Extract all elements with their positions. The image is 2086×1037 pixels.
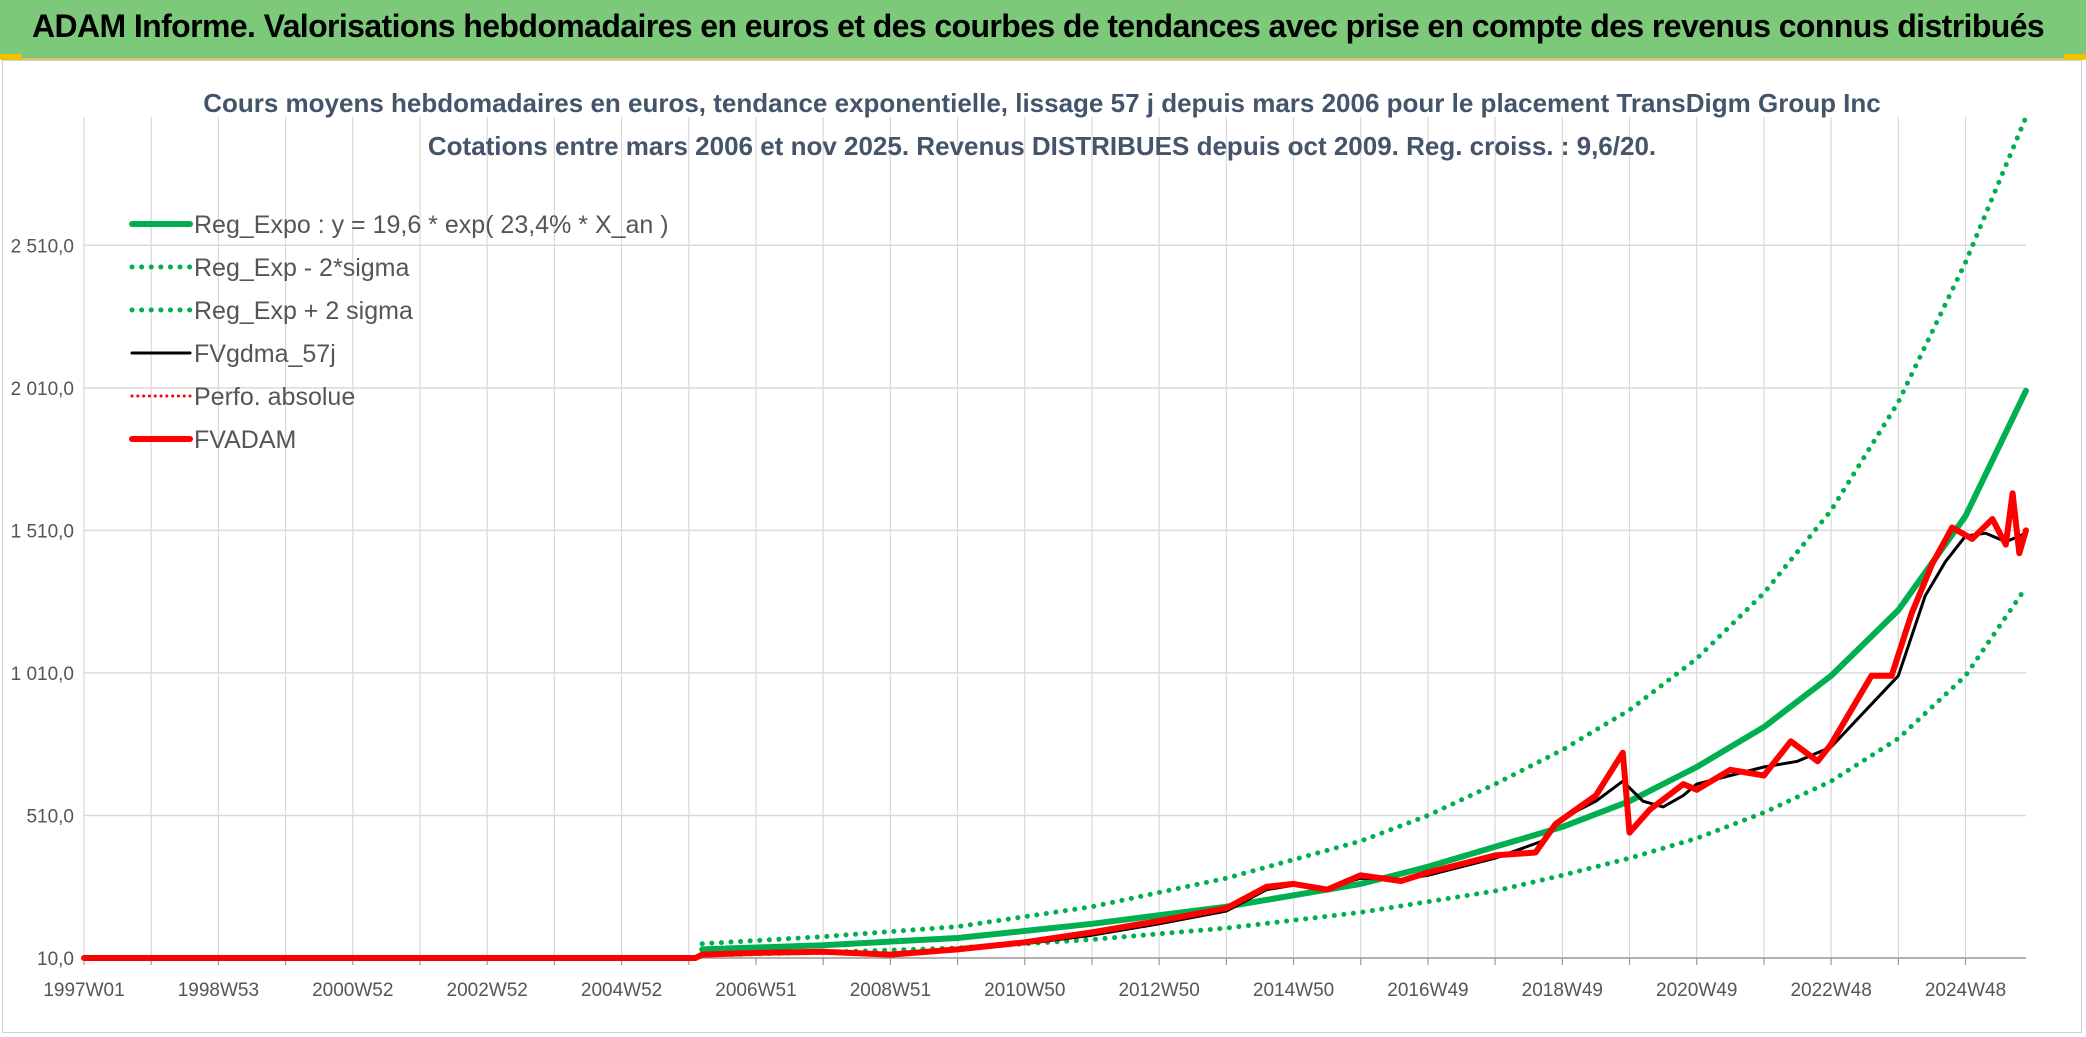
x-tick-label: 2004W52 xyxy=(581,980,662,1001)
y-tick-label: 1 510,0 xyxy=(11,521,74,542)
series-line-4 xyxy=(700,531,2028,956)
x-tick-label: 2020W49 xyxy=(1656,980,1737,1001)
y-tick-label: 10,0 xyxy=(37,949,74,970)
chart-subtitle: Cotations entre mars 2006 et nov 2025. R… xyxy=(428,131,1656,161)
x-tick-label: 2022W48 xyxy=(1790,980,1871,1001)
y-tick-label: 2 510,0 xyxy=(11,236,74,257)
x-tick-label: 2024W48 xyxy=(1925,980,2006,1001)
x-tick-label: 2012W50 xyxy=(1118,980,1199,1001)
x-tick-label: 2002W52 xyxy=(447,980,528,1001)
corner-marker xyxy=(0,54,22,60)
chart-title: Cours moyens hebdomadaires en euros, ten… xyxy=(203,88,1881,118)
y-tick-label: 1 010,0 xyxy=(11,664,74,685)
legend-label: FVADAM xyxy=(194,426,296,454)
x-tick-label: 2014W50 xyxy=(1253,980,1334,1001)
legend: Reg_Expo : y = 19,6 * exp( 23,4% * X_an … xyxy=(129,211,669,454)
x-axis: 1997W01 1998W53 2000W52 2002W52 2004W52 2006W… xyxy=(43,957,2026,1001)
x-tick-label: 2018W49 xyxy=(1522,980,1603,1001)
series-line-1 xyxy=(699,387,2029,953)
series-line-6 xyxy=(81,490,2029,961)
x-tick-label: 2000W52 xyxy=(312,980,393,1001)
series-line-2 xyxy=(699,584,2029,958)
report-title: ADAM Informe. Valorisations hebdomadaire… xyxy=(32,8,2045,44)
legend-label: Perfo. absolue xyxy=(194,383,355,411)
x-tick-label: 2010W50 xyxy=(984,980,1065,1001)
legend-label: Reg_Exp + 2 sigma xyxy=(194,297,413,325)
gridlines xyxy=(83,117,2026,958)
chart-frame xyxy=(2,60,2082,1033)
legend-label: FVgdma_57j xyxy=(194,340,336,368)
y-axis: 10,0 510,0 1 010,0 1 510,0 2 010,0 2 510,0 xyxy=(11,236,74,970)
corner-marker xyxy=(2064,54,2086,60)
series-layer xyxy=(81,114,2029,961)
legend-label: Reg_Expo : y = 19,6 * exp( 23,4% * X_an … xyxy=(194,211,669,239)
legend-label: Reg_Exp - 2*sigma xyxy=(194,254,409,282)
y-tick-label: 510,0 xyxy=(26,806,74,827)
x-tick-label: 1998W53 xyxy=(178,980,259,1001)
x-tick-label: 2008W51 xyxy=(850,980,931,1001)
x-tick-label: 2016W49 xyxy=(1387,980,1468,1001)
x-tick-label: 2006W51 xyxy=(715,980,796,1001)
y-tick-label: 2 010,0 xyxy=(11,379,74,400)
report-banner: ADAM Informe. Valorisations hebdomadaire… xyxy=(0,0,2086,60)
series-line-3 xyxy=(699,114,2029,947)
x-tick-label: 1997W01 xyxy=(43,980,124,1001)
